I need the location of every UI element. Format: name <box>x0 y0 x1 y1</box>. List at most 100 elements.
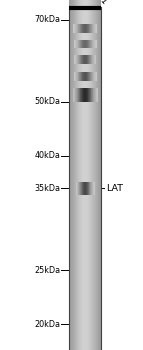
Bar <box>90 40 91 48</box>
Bar <box>94 72 95 81</box>
Bar <box>93 72 94 81</box>
Bar <box>87 72 88 81</box>
Bar <box>79 72 80 81</box>
Bar <box>90 88 91 102</box>
Bar <box>84 40 85 48</box>
Bar <box>75 25 76 33</box>
Bar <box>77 40 78 48</box>
Bar <box>86 25 87 33</box>
Bar <box>89 88 90 102</box>
Bar <box>82 55 83 64</box>
Bar <box>97 0 98 350</box>
Bar <box>74 0 75 350</box>
Bar <box>73 88 74 102</box>
Bar <box>79 55 80 64</box>
Bar <box>90 25 91 33</box>
Bar <box>92 25 93 33</box>
Bar <box>88 55 89 64</box>
Bar <box>96 25 97 33</box>
Bar <box>77 25 78 33</box>
Bar <box>84 25 85 33</box>
Bar <box>83 0 84 350</box>
Bar <box>94 55 95 64</box>
Bar <box>76 25 77 33</box>
Bar <box>81 55 82 64</box>
Bar <box>94 88 95 102</box>
Bar <box>87 55 88 64</box>
Bar <box>84 55 85 64</box>
Bar <box>92 0 93 350</box>
Bar <box>90 0 91 350</box>
Bar <box>82 182 83 195</box>
Bar <box>72 0 73 350</box>
Bar <box>77 182 78 195</box>
Bar <box>84 182 85 195</box>
Bar <box>95 88 96 102</box>
Bar <box>78 88 79 102</box>
Bar <box>77 55 78 64</box>
Bar <box>89 25 90 33</box>
Bar <box>89 0 90 350</box>
Bar <box>83 72 84 81</box>
Bar <box>94 40 95 48</box>
Bar <box>78 55 79 64</box>
Bar <box>83 55 84 64</box>
Bar <box>92 0 93 350</box>
Bar <box>71 0 72 350</box>
Bar <box>77 72 78 81</box>
Bar <box>92 182 93 195</box>
Bar <box>73 88 74 102</box>
Bar <box>91 0 92 350</box>
Bar <box>74 88 75 102</box>
Text: 40kDa: 40kDa <box>34 152 60 160</box>
Bar <box>81 182 82 195</box>
Bar <box>100 0 101 350</box>
Bar <box>92 88 93 102</box>
Bar <box>86 40 87 48</box>
Bar <box>80 0 81 350</box>
Bar <box>84 0 85 350</box>
Bar <box>80 55 81 64</box>
Bar <box>88 88 89 102</box>
Bar <box>90 182 91 195</box>
Bar <box>78 88 79 102</box>
Bar <box>79 182 80 195</box>
Bar <box>88 25 89 33</box>
Bar <box>76 55 77 64</box>
Text: THP-1: THP-1 <box>87 0 110 7</box>
Bar <box>87 88 88 102</box>
Bar <box>87 72 88 81</box>
Bar <box>75 0 76 350</box>
Bar <box>83 25 84 33</box>
Bar <box>98 0 99 350</box>
Bar <box>87 40 88 48</box>
Bar <box>91 182 92 195</box>
Bar <box>90 72 91 81</box>
Bar <box>74 40 75 48</box>
Bar <box>99 0 100 350</box>
Bar <box>78 0 79 350</box>
Bar <box>91 88 92 102</box>
Bar <box>90 72 91 81</box>
Bar <box>78 25 79 33</box>
Bar <box>90 55 91 64</box>
Bar <box>85 0 86 350</box>
Bar <box>73 25 74 33</box>
Bar <box>84 72 85 81</box>
Bar <box>89 55 90 64</box>
Bar <box>81 88 82 102</box>
Bar <box>81 72 82 81</box>
Bar <box>76 88 77 102</box>
Bar <box>85 25 86 33</box>
Bar <box>88 72 89 81</box>
Bar <box>81 0 82 350</box>
Bar <box>97 88 98 102</box>
Bar <box>80 25 81 33</box>
Bar <box>77 88 78 102</box>
Bar <box>79 40 80 48</box>
Bar <box>80 55 81 64</box>
Text: 20kDa: 20kDa <box>34 320 60 329</box>
Bar <box>83 88 84 102</box>
Bar <box>93 182 94 195</box>
Bar <box>81 72 82 81</box>
